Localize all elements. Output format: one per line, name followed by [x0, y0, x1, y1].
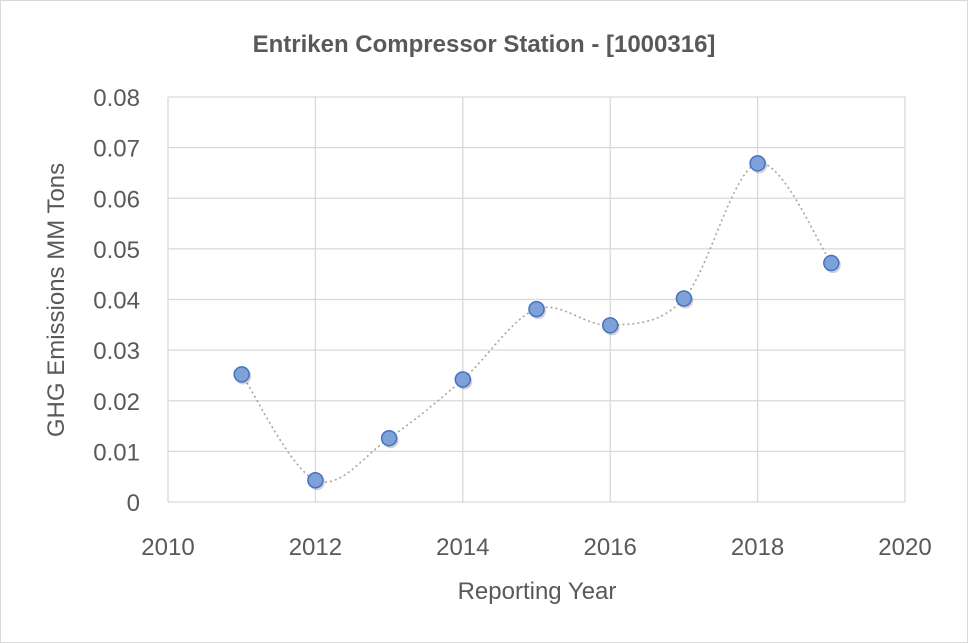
data-point: [749, 155, 766, 172]
y-tick-labels: 0 0.01 0.02 0.03 0.04 0.05 0.06 0.07 0.08: [93, 85, 140, 517]
x-tick-label: 2020: [878, 534, 931, 561]
data-point: [601, 317, 619, 334]
chart-title: Entriken Compressor Station - [1000316]: [253, 31, 716, 58]
y-tick-label: 0.05: [93, 237, 140, 264]
data-point: [675, 290, 693, 307]
x-axis-label: Reporting Year: [458, 578, 617, 605]
series-smoothed-line: [241, 162, 832, 483]
x-tick-label: 2016: [584, 534, 637, 561]
data-point: [528, 300, 545, 318]
data-point: [233, 366, 250, 383]
y-tick-label: 0.04: [93, 288, 140, 315]
data-point: [380, 429, 398, 447]
x-tick-label: 2018: [731, 534, 784, 561]
y-tick-label: 0.07: [93, 136, 140, 163]
y-axis-label: GHG Emissions MM Tons: [43, 163, 70, 437]
data-point: [307, 471, 324, 489]
x-tick-label: 2012: [289, 534, 342, 561]
data-point: [454, 371, 472, 388]
y-tick-label: 0.03: [93, 338, 140, 365]
y-tick-label: 0.08: [93, 85, 140, 112]
y-tick-label: 0.06: [93, 186, 140, 213]
y-tick-label: 0.02: [93, 389, 140, 416]
data-point: [823, 254, 840, 272]
y-tick-label: 0.01: [93, 439, 140, 466]
x-tick-label: 2010: [141, 534, 194, 561]
gridlines: [167, 96, 906, 503]
y-tick-label: 0: [127, 490, 140, 517]
data-points: [233, 155, 841, 491]
x-tick-labels: 2010 2012 2014 2016 2018 2020: [141, 534, 931, 561]
x-tick-label: 2014: [436, 534, 489, 561]
